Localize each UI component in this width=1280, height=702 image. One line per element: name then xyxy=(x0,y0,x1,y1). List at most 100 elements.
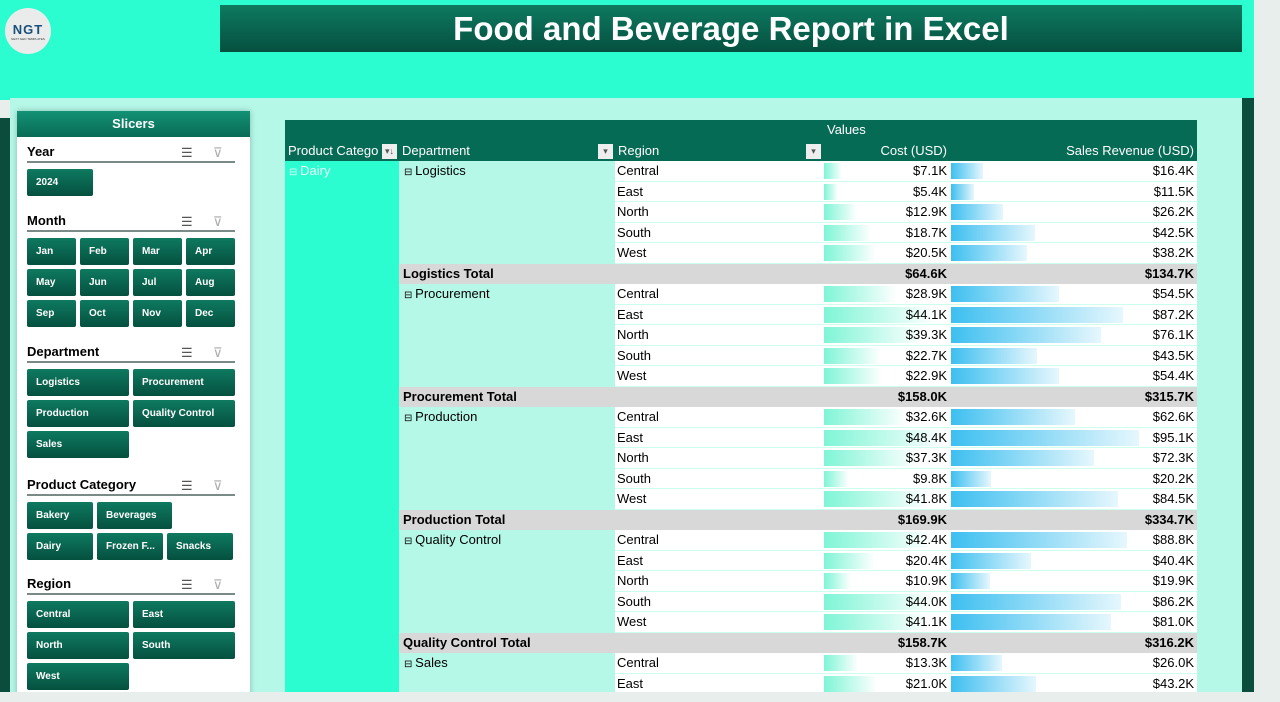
slicer-button[interactable]: Jul xyxy=(133,269,182,296)
cost-cell: $10.9K xyxy=(823,571,950,592)
column-header[interactable]: Department ▾ xyxy=(399,141,615,162)
slicer-button[interactable]: Sep xyxy=(27,300,76,327)
slicer-button[interactable]: Dec xyxy=(186,300,235,327)
slicer-button[interactable]: Jun xyxy=(80,269,129,296)
clear-filter-icon[interactable]: ⊽ xyxy=(213,345,223,360)
slicer-button[interactable]: Central xyxy=(27,601,129,628)
cost-databar xyxy=(824,450,919,466)
slicer-button[interactable]: Production xyxy=(27,400,129,427)
slicer-button[interactable]: Jan xyxy=(27,238,76,265)
multi-select-icon[interactable]: ☰ xyxy=(181,145,193,160)
cost-databar xyxy=(824,163,842,179)
slicer-button[interactable]: East xyxy=(133,601,235,628)
filter-dropdown-icon[interactable]: ▾ xyxy=(598,143,613,159)
revenue-value: $54.4K xyxy=(1152,368,1194,383)
column-header[interactable]: Product Catego ▾↓ xyxy=(285,141,399,162)
clear-filter-icon[interactable]: ⊽ xyxy=(213,478,223,493)
slicer-button[interactable]: Mar xyxy=(133,238,182,265)
slicer-button[interactable]: Aug xyxy=(186,269,235,296)
revenue-cell: $42.5K xyxy=(950,222,1197,243)
category-cell xyxy=(285,550,399,571)
slicer-title: Product Category ☰ ⊽ xyxy=(27,474,235,496)
category-cell xyxy=(285,489,399,510)
revenue-cell: $19.9K xyxy=(950,571,1197,592)
collapse-icon[interactable]: ⊟ xyxy=(404,659,416,670)
slicer-button[interactable]: Sales xyxy=(27,431,129,458)
category-cell xyxy=(285,571,399,592)
cost-databar xyxy=(824,614,928,630)
slicer-button[interactable]: Bakery xyxy=(27,502,93,529)
slicer-button[interactable]: Quality Control xyxy=(133,400,235,427)
multi-select-icon[interactable]: ☰ xyxy=(181,577,193,592)
slicer-button[interactable]: May xyxy=(27,269,76,296)
slicer-button[interactable]: Procurement xyxy=(133,369,235,396)
column-header[interactable]: Region ▾ xyxy=(615,141,823,162)
collapse-icon[interactable]: ⊟ xyxy=(404,290,416,301)
slicer-button[interactable]: Nov xyxy=(133,300,182,327)
slicer-title: Month ☰ ⊽ xyxy=(27,210,235,232)
slicer-button[interactable]: West xyxy=(27,663,129,690)
department-cell xyxy=(399,674,615,695)
multi-select-icon[interactable]: ☰ xyxy=(181,214,193,229)
slicer-button[interactable]: Apr xyxy=(186,238,235,265)
cost-value: $21.0K xyxy=(905,675,947,691)
cost-databar xyxy=(824,286,897,302)
subtotal-cost: $158.7K xyxy=(823,632,950,653)
category-cell xyxy=(285,530,399,551)
department-cell xyxy=(399,489,615,510)
table-row: East $44.1K $87.2K xyxy=(285,304,1197,326)
revenue-cell: $38.2K xyxy=(950,243,1197,264)
slicer-button[interactable]: Frozen F... xyxy=(97,533,163,560)
department-cell xyxy=(399,182,615,203)
department-cell xyxy=(399,305,615,326)
slicer-button[interactable]: Feb xyxy=(80,238,129,265)
collapse-icon[interactable]: ⊟ xyxy=(404,413,416,424)
slicer-buttons: Bakery Beverages Dairy Frozen F... Snacks xyxy=(27,502,235,560)
sheet-tabs[interactable] xyxy=(0,692,1280,702)
clear-filter-icon[interactable]: ⊽ xyxy=(213,214,223,229)
filter-dropdown-icon[interactable]: ▾ xyxy=(806,143,821,159)
slicer-button[interactable]: Logistics xyxy=(27,369,129,396)
cost-cell: $5.4K xyxy=(823,181,950,202)
cost-value: $20.4K xyxy=(905,552,947,568)
subtotal-cost: $169.9K xyxy=(823,509,950,530)
department-cell: ⊟ Quality Control xyxy=(399,530,615,551)
cost-cell: $32.6K xyxy=(823,407,950,428)
slicer-button[interactable]: Dairy xyxy=(27,533,93,560)
spacer xyxy=(285,120,823,141)
slicer-title-text: Year xyxy=(27,144,55,159)
multi-select-icon[interactable]: ☰ xyxy=(181,345,193,360)
clear-filter-icon[interactable]: ⊽ xyxy=(213,145,223,160)
filter-dropdown-icon[interactable]: ▾↓ xyxy=(382,143,397,159)
multi-select-icon[interactable]: ☰ xyxy=(181,478,193,493)
table-row: South $22.7K $43.5K xyxy=(285,345,1197,366)
subtotal-row: Quality Control Total $158.7K $316.2K xyxy=(285,632,1197,653)
revenue-databar xyxy=(951,491,1119,507)
collapse-icon[interactable]: ⊟ xyxy=(289,167,301,178)
collapse-icon[interactable]: ⊟ xyxy=(404,167,416,178)
cost-cell: $37.3K xyxy=(823,448,950,469)
values-label: Values xyxy=(827,122,866,137)
slicer-button[interactable]: North xyxy=(27,632,129,659)
table-row: East $48.4K $95.1K xyxy=(285,427,1197,448)
category-cell xyxy=(285,284,399,305)
department-cell: ⊟ Logistics xyxy=(399,161,615,182)
clear-filter-icon[interactable]: ⊽ xyxy=(213,577,223,592)
slicer-region: Region ☰ ⊽ Central East North South West xyxy=(27,573,235,690)
collapse-icon[interactable]: ⊟ xyxy=(404,536,416,547)
table-row: North $37.3K $72.3K xyxy=(285,448,1197,469)
slicer-button[interactable]: Oct xyxy=(80,300,129,327)
column-header-text: Sales Revenue (USD) xyxy=(1066,142,1194,158)
slicer-button[interactable]: Beverages xyxy=(97,502,172,529)
revenue-value: $72.3K xyxy=(1152,450,1194,465)
cost-databar xyxy=(824,552,876,569)
slicer-button[interactable]: Snacks xyxy=(167,533,233,560)
table-row: ⊟ Quality Control Central $42.4K $88.8K xyxy=(285,530,1197,551)
slicer-button[interactable]: 2024 xyxy=(27,169,93,196)
revenue-cell: $40.4K xyxy=(950,550,1197,571)
table-row: ⊟ Production Central $32.6K $62.6K xyxy=(285,407,1197,428)
slicer-button[interactable]: South xyxy=(133,632,235,659)
department-cell xyxy=(399,612,615,633)
department-cell xyxy=(399,202,615,223)
region-cell: East xyxy=(615,304,823,325)
